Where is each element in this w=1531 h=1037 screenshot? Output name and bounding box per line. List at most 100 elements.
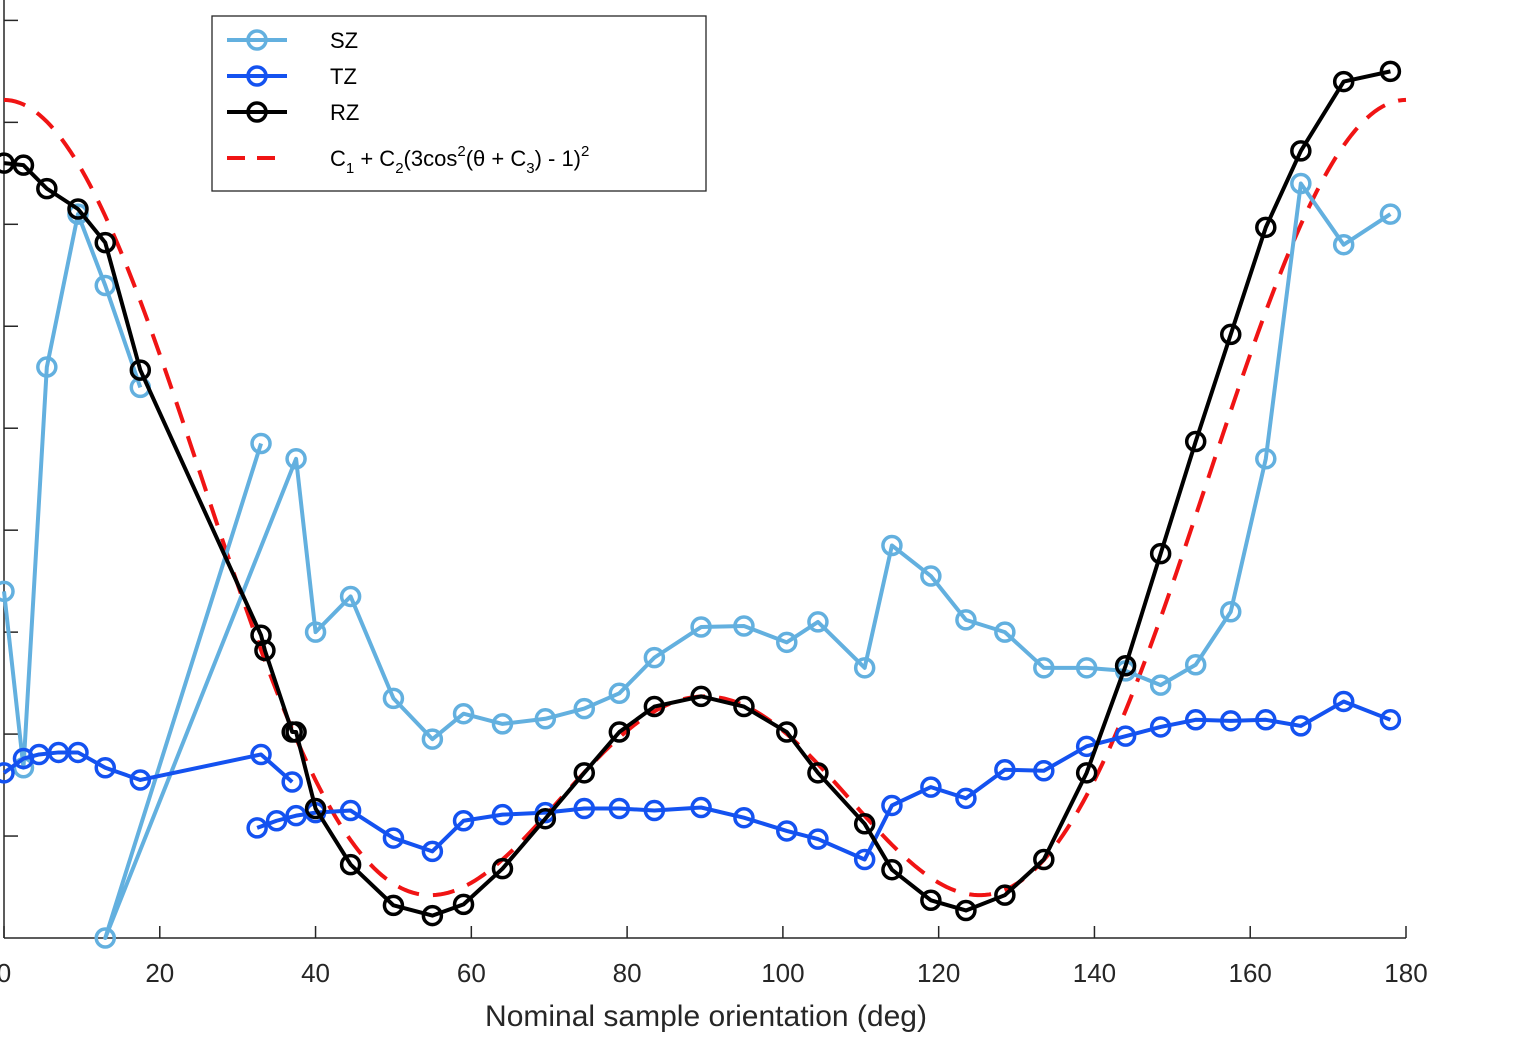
series-sz-point [1149, 674, 1172, 696]
series-tz-point [491, 803, 514, 826]
series-rz-point [1075, 762, 1098, 784]
series-tz-point [608, 797, 631, 820]
legend-item-rz: RZ [227, 100, 359, 125]
series-tz-point [994, 759, 1016, 781]
series-sz-line [2, 212, 143, 770]
series-rz-point [690, 685, 712, 708]
x-tick-label: 0 [0, 958, 11, 988]
legend-marker [246, 29, 268, 51]
legend-rows: SZ TZ RZ [227, 28, 359, 125]
series-rz-point [339, 853, 362, 876]
series-rz-point [1033, 848, 1055, 871]
series-sz-point [534, 708, 557, 730]
series-tz-point [733, 806, 755, 829]
series-sz-point [690, 616, 712, 638]
series-rz-point [1184, 430, 1207, 453]
series-tz-point [853, 848, 876, 871]
series-sz-point [955, 609, 977, 631]
series-tz-point [1220, 710, 1242, 732]
series-tz-point [1255, 709, 1277, 731]
fit-c1: C [330, 146, 346, 171]
series-sz-point [304, 621, 327, 643]
series-rz-point [733, 695, 755, 718]
series-rz-point [1379, 60, 1402, 83]
series-rz-point [853, 813, 876, 835]
series-sz-point [285, 448, 307, 470]
series-rz-point [129, 359, 152, 381]
series-sz-point [1379, 203, 1402, 225]
series-sz-point [733, 615, 755, 637]
series-rz-point [304, 797, 327, 820]
series-sz-point [853, 657, 876, 679]
series-tz [0, 690, 1402, 871]
legend-marker [246, 65, 268, 87]
series-tz-point [0, 762, 15, 784]
series-tz-point [452, 810, 475, 832]
series-tz-point [920, 776, 942, 798]
series-sz-point [643, 646, 666, 669]
series-tz-point [281, 771, 303, 793]
series-sz-point [382, 687, 405, 710]
series-rz-point [67, 198, 89, 220]
series-rz-line [3, 69, 1391, 918]
series-tz-point [129, 769, 152, 791]
legend-box [211, 15, 707, 192]
x-tick-label: 80 [613, 958, 642, 988]
series-rz-point [1114, 655, 1137, 677]
x-tick-label: 140 [1073, 958, 1116, 988]
series-sz-point [920, 565, 942, 587]
series-tz-point [339, 799, 362, 822]
series-tz-line [256, 699, 1392, 862]
series-rz-point [452, 893, 475, 916]
series-sz-point [608, 682, 631, 705]
fit-open: (3cos [404, 146, 458, 171]
x-tick-label: 180 [1384, 958, 1427, 988]
series-tz-point [285, 804, 307, 827]
series-tz-point [1149, 716, 1172, 738]
x-tick-label: 160 [1229, 958, 1272, 988]
series-tz-point [807, 828, 829, 850]
series-rz-point [382, 894, 405, 917]
series-tz-point [690, 796, 712, 819]
series-rz-point [285, 721, 307, 743]
series-sz-point [1184, 654, 1207, 676]
fit-sub1: 1 [346, 160, 354, 177]
series-rz-point [1290, 140, 1312, 162]
series-tz-point [250, 743, 272, 766]
series-rz-point [1332, 70, 1355, 93]
series-rz-point [776, 721, 798, 743]
fit-theta: (θ + C [466, 146, 527, 171]
series-sz-point [994, 621, 1016, 643]
series-sz-point [36, 356, 58, 378]
series-sz-point [94, 274, 117, 297]
fit-sup-out: 2 [581, 143, 589, 160]
series-rz-point [955, 899, 977, 922]
series-sz-point [339, 585, 362, 608]
legend-item-sz: SZ [227, 28, 358, 53]
series-rz-point [36, 177, 58, 200]
x-tick-label: 100 [761, 958, 804, 988]
series-sz-point [0, 580, 15, 603]
series-sz-point [1220, 600, 1242, 623]
series-sz-point [491, 713, 514, 735]
series-sz-point [1290, 172, 1312, 195]
series-tz-point [265, 810, 288, 832]
series-sz-point [1075, 657, 1098, 679]
series-rz-point [573, 762, 596, 784]
legend-label: SZ [330, 28, 358, 53]
series-tz-point [1379, 709, 1402, 731]
series-sz-point [776, 631, 798, 654]
series-sz-point [807, 611, 829, 633]
fit-sub2: 2 [395, 160, 403, 177]
series-rz-point [881, 858, 903, 881]
series-tz-point [955, 787, 977, 810]
series-tz-point [67, 741, 89, 764]
series-rz-point [254, 639, 276, 662]
series-layer [0, 60, 1407, 949]
series-sz-point [573, 697, 596, 720]
series-tz-point [94, 756, 117, 779]
series-sz-point [94, 927, 117, 949]
fit-sup2: 2 [457, 143, 465, 160]
